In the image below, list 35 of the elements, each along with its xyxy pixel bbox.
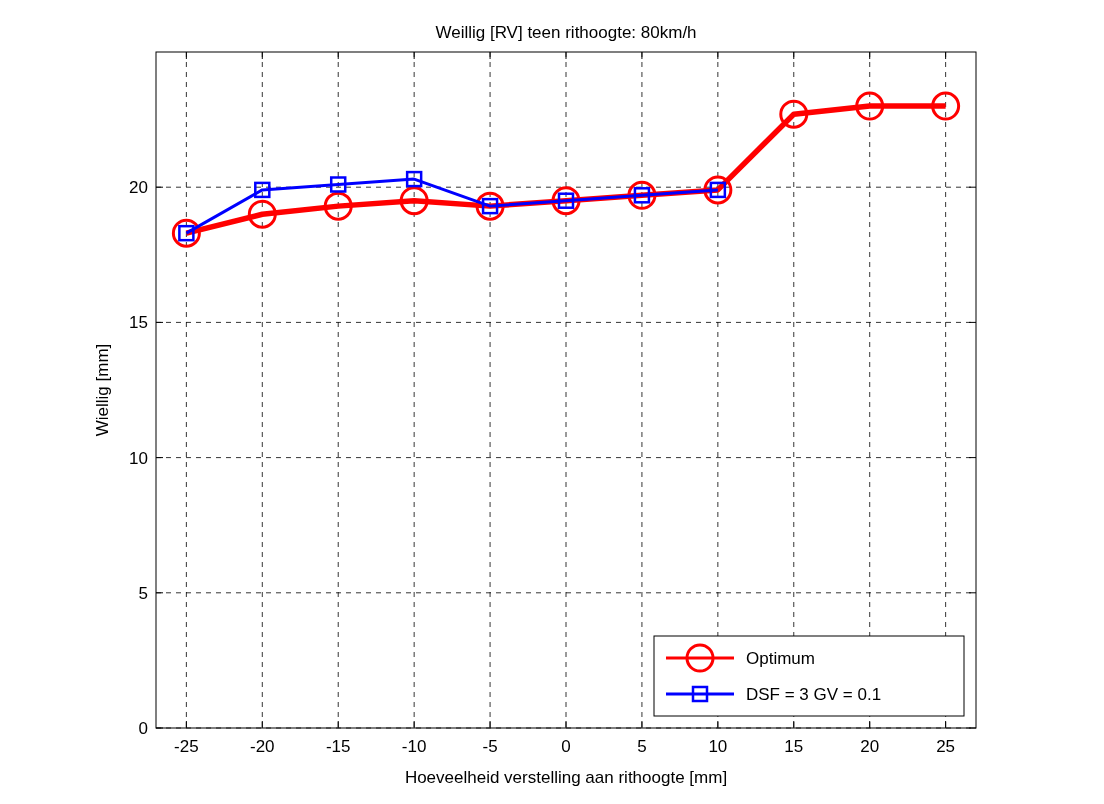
point: [399, 186, 429, 216]
x-tick-label: -5: [482, 737, 498, 756]
point: [931, 91, 961, 121]
point: [171, 218, 201, 248]
point: [329, 176, 347, 193]
point: [703, 175, 733, 205]
legend-label: DSF = 3 GV = 0.1: [746, 685, 882, 704]
point: [855, 91, 885, 121]
x-axis-title: Hoeveelheid verstelling aan rithoogte [mm]: [404, 768, 728, 787]
point: [405, 170, 423, 188]
x-tick-label: 0: [561, 737, 571, 756]
x-tick-label: -15: [325, 737, 351, 756]
x-tick-label: 5: [637, 737, 647, 756]
point: [551, 186, 581, 216]
y-tick-label: 10: [129, 448, 148, 468]
y-axis-title: Wiellig [mm]: [93, 343, 112, 437]
y-tick-label: 15: [129, 313, 148, 333]
x-tick-label: -25: [174, 737, 199, 756]
x-tick-label: -10: [401, 737, 427, 756]
y-tick-label: 0: [138, 719, 148, 738]
x-tick-label: 20: [860, 737, 880, 756]
chart-title: Weillig [RV] teen rithoogte: 80km/h: [435, 23, 697, 42]
point: [247, 199, 277, 229]
point: [254, 181, 271, 199]
point: [475, 191, 505, 221]
x-tick-label: 15: [784, 737, 804, 756]
x-tick-label: -20: [250, 737, 275, 756]
legend-label: Optimum: [746, 649, 815, 668]
point: [779, 99, 809, 129]
y-tick-label: 20: [129, 178, 148, 198]
y-tick-label: 5: [138, 583, 148, 603]
x-tick-label: 10: [708, 737, 728, 756]
x-tick-label: 25: [936, 737, 956, 756]
point: [627, 180, 657, 210]
point: [323, 191, 353, 221]
